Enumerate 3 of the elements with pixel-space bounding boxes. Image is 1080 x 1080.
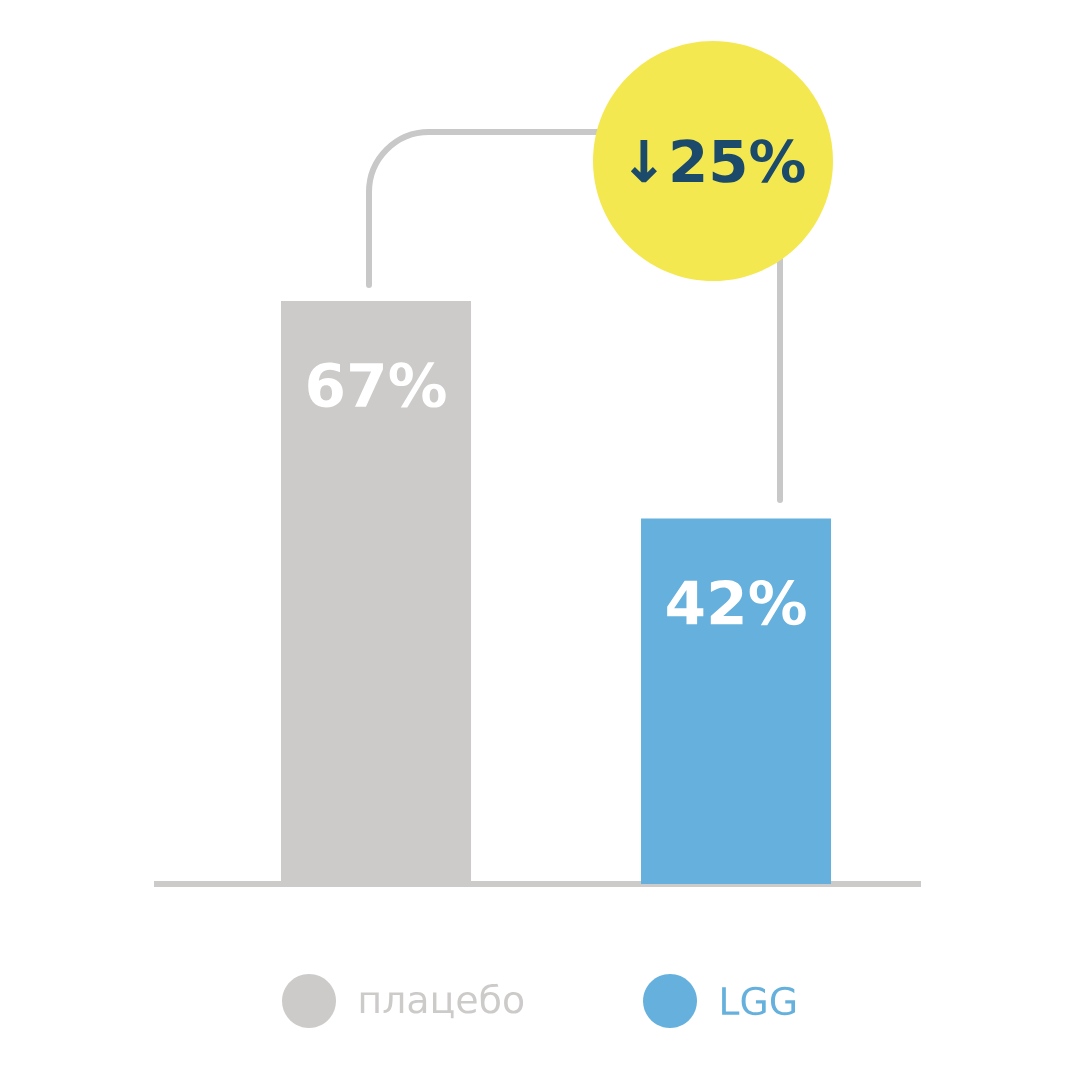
- data-label: 42%: [667, 579, 806, 626]
- x-tick-label: LGG: [722, 986, 796, 1016]
- text: ↓25%: [630, 139, 805, 183]
